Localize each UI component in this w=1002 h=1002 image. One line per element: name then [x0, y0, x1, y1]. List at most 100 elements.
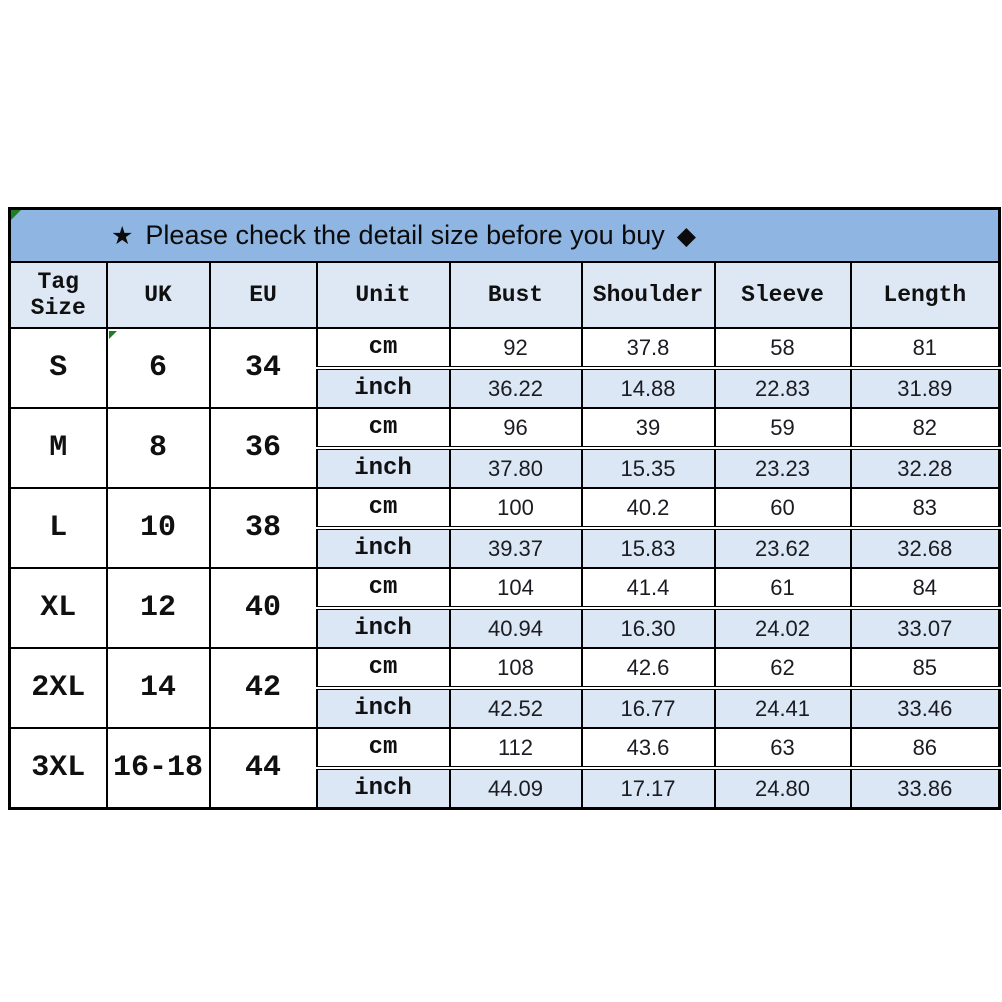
tag-size-value: XL: [8, 567, 108, 649]
bust-cm: 108: [448, 647, 583, 689]
size-row-xl-inch: inch 40.94 16.30 24.02 33.07: [10, 606, 1001, 649]
bust-inch: 39.37: [448, 526, 583, 569]
size-row-l-cm: L 10 38 cm 100 40.2 60 83: [8, 487, 1001, 569]
sleeve-cm: 59: [713, 407, 852, 449]
size-row-3xl-inch: inch 44.09 17.17 24.80 33.86: [10, 766, 1001, 810]
col-header-uk: UK: [105, 261, 211, 329]
bust-inch: 42.52: [448, 686, 583, 729]
length-inch: 33.07: [849, 606, 1001, 649]
sleeve-inch: 23.23: [713, 446, 852, 489]
shoulder-cm: 39: [580, 407, 716, 449]
sleeve-cm: 63: [713, 727, 852, 769]
shoulder-inch: 14.88: [580, 366, 716, 409]
unit-label-inch: inch: [315, 606, 451, 649]
size-row-s-inch: inch 36.22 14.88 22.83 31.89: [10, 366, 1001, 409]
unit-label-inch: inch: [315, 766, 451, 810]
length-inch: 33.46: [849, 686, 1001, 729]
diamond-icon: ◆: [676, 221, 696, 250]
sleeve-inch: 22.83: [713, 366, 852, 409]
length-cm: 81: [849, 327, 1001, 369]
shoulder-cm: 43.6: [580, 727, 716, 769]
length-cm: 84: [849, 567, 1001, 609]
size-row-m-cm: M 8 36 cm 96 39 59 82: [8, 407, 1001, 489]
bust-cm: 92: [448, 327, 583, 369]
bust-inch: 37.80: [448, 446, 583, 489]
shoulder-inch: 17.17: [580, 766, 716, 810]
unit-label-inch: inch: [315, 446, 451, 489]
bust-inch: 36.22: [448, 366, 583, 409]
size-row-m-inch: inch 37.80 15.35 23.23 32.28: [10, 446, 1001, 489]
uk-size-value: 16-18: [105, 727, 211, 810]
shoulder-cm: 41.4: [580, 567, 716, 609]
size-row-2xl-cm: 2XL 14 42 cm 108 42.6 62 85: [8, 647, 1001, 729]
tag-size-value: 2XL: [8, 647, 108, 729]
sleeve-cm: 60: [713, 487, 852, 529]
unit-label-cm: cm: [315, 327, 451, 369]
col-header-length: Length: [849, 261, 1001, 329]
size-chart-table: ★ Please check the detail size before yo…: [8, 207, 1002, 810]
bust-cm: 104: [448, 567, 583, 609]
shoulder-cm: 40.2: [580, 487, 716, 529]
length-cm: 82: [849, 407, 1001, 449]
tag-size-value: M: [8, 407, 108, 489]
uk-size-value: 12: [105, 567, 211, 649]
header-row: Tag Size UK EU Unit Bust Shoulder Sleeve…: [8, 261, 1001, 329]
sleeve-inch: 24.41: [713, 686, 852, 729]
length-inch: 31.89: [849, 366, 1001, 409]
size-row-l-inch: inch 39.37 15.83 23.62 32.68: [10, 526, 1001, 569]
star-icon: ★: [111, 221, 134, 250]
size-row-2xl-inch: inch 42.52 16.77 24.41 33.46: [10, 686, 1001, 729]
shoulder-cm: 42.6: [580, 647, 716, 689]
unit-label-cm: cm: [315, 567, 451, 609]
sleeve-cm: 61: [713, 567, 852, 609]
unit-label-cm: cm: [315, 727, 451, 769]
size-row-3xl-cm: 3XL 16-18 44 cm 112 43.6 63 86: [8, 727, 1001, 810]
col-header-tag-size: Tag Size: [8, 261, 108, 329]
bust-inch: 40.94: [448, 606, 583, 649]
uk-size-value: 10: [105, 487, 211, 569]
sleeve-cm: 62: [713, 647, 852, 689]
bust-cm: 96: [448, 407, 583, 449]
eu-size-value: 34: [208, 327, 318, 409]
cell-flag-icon: [109, 331, 117, 339]
eu-size-value: 40: [208, 567, 318, 649]
shoulder-inch: 16.30: [580, 606, 716, 649]
eu-size-value: 42: [208, 647, 318, 729]
sleeve-inch: 24.80: [713, 766, 852, 810]
tag-size-value: L: [8, 487, 108, 569]
length-cm: 85: [849, 647, 1001, 689]
col-header-shoulder: Shoulder: [580, 261, 716, 329]
banner-row: ★ Please check the detail size before yo…: [8, 207, 1001, 263]
length-inch: 33.86: [849, 766, 1001, 810]
unit-label-inch: inch: [315, 686, 451, 729]
length-inch: 32.28: [849, 446, 1001, 489]
banner-cell: ★ Please check the detail size before yo…: [8, 207, 1001, 263]
col-header-unit: Unit: [315, 261, 451, 329]
shoulder-inch: 16.77: [580, 686, 716, 729]
eu-size-value: 44: [208, 727, 318, 810]
size-chart-container: ★ Please check the detail size before yo…: [8, 207, 1002, 810]
sleeve-inch: 24.02: [713, 606, 852, 649]
unit-label-cm: cm: [315, 407, 451, 449]
uk-size-value: 6: [105, 327, 211, 409]
bust-cm: 100: [448, 487, 583, 529]
tag-size-value: S: [8, 327, 108, 409]
col-header-bust: Bust: [448, 261, 583, 329]
tag-size-value: 3XL: [8, 727, 108, 810]
length-cm: 86: [849, 727, 1001, 769]
sleeve-inch: 23.62: [713, 526, 852, 569]
eu-size-value: 36: [208, 407, 318, 489]
uk-size-value: 8: [105, 407, 211, 489]
banner-title: Please check the detail size before you …: [145, 220, 665, 250]
length-cm: 83: [849, 487, 1001, 529]
unit-label-inch: inch: [315, 366, 451, 409]
unit-label-inch: inch: [315, 526, 451, 569]
eu-size-value: 38: [208, 487, 318, 569]
unit-label-cm: cm: [315, 647, 451, 689]
length-inch: 32.68: [849, 526, 1001, 569]
bust-cm: 112: [448, 727, 583, 769]
col-header-sleeve: Sleeve: [713, 261, 852, 329]
shoulder-inch: 15.83: [580, 526, 716, 569]
col-header-eu: EU: [208, 261, 318, 329]
